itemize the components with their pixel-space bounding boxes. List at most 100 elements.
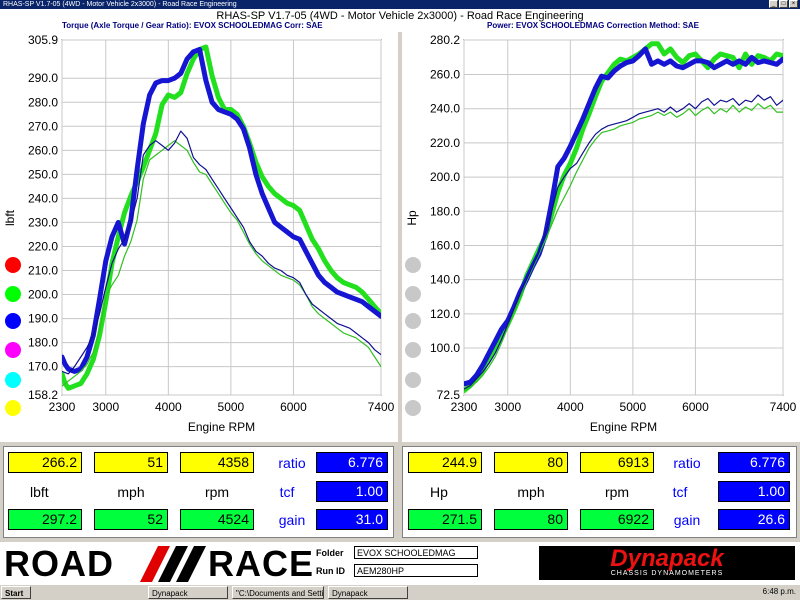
start-button[interactable]: Start (1, 586, 31, 599)
y-tick-label: 260.0 (430, 68, 460, 82)
y-tick-label: 280.2 (430, 33, 460, 47)
window-title-bar: RHAS-SP V1.7-05 (4WD - Motor Vehicle 2x3… (0, 0, 800, 9)
taskbar: Start Dynapack "C:\Documents and Setti..… (0, 584, 800, 600)
y-tick-label: 230.0 (28, 215, 58, 229)
torque-peak-mph: 52 (94, 509, 168, 530)
swatch-green[interactable] (5, 286, 21, 302)
runid-label: Run ID (316, 566, 345, 576)
race-logo-text: RACE (208, 543, 315, 584)
torque-chart: 305.9 290.0 280.0 270.0 260.0 250.0 240.0 230.0… (3, 33, 395, 434)
power-info: Power: EVOX SCHOOLEDMAG Correction Metho… (487, 21, 700, 30)
swatch-empty-6[interactable] (405, 400, 421, 416)
folder-field[interactable]: EVOX SCHOOLEDMAG (354, 546, 478, 559)
maximize-icon[interactable]: □ (779, 0, 788, 8)
y-tick-label: 180.0 (430, 204, 460, 218)
x-tick-label: 6000 (682, 400, 709, 414)
swatch-magenta[interactable] (5, 342, 21, 358)
x-tick-label: 5000 (620, 400, 647, 414)
swatch-empty-4[interactable] (405, 342, 421, 358)
power-chart: 280.2 260.0 240.0 220.0 200.0 180.0 160.0 140.0… (405, 33, 797, 434)
x-tick-label: 3000 (494, 400, 521, 414)
runid-field[interactable]: AEM280HP (354, 564, 478, 577)
ratio-value-right: 6.776 (718, 452, 790, 473)
torque-mph: 51 (94, 452, 168, 473)
gain-label-left: gain (278, 512, 306, 528)
y-tick-label: 240.0 (430, 102, 460, 116)
x-tick-label: 4000 (155, 400, 182, 414)
y-tick-label: 200.0 (430, 170, 460, 184)
y-tick-label: 210.0 (28, 263, 58, 277)
y-tick-label: 158.2 (28, 388, 58, 402)
y-tick-label: 170.0 (28, 360, 58, 374)
y-tick-label: 270.0 (28, 119, 58, 133)
torque-value: 266.2 (8, 452, 82, 473)
gain-value-right: 26.6 (718, 509, 790, 530)
readout-area: 266.2 51 4358 ratio 6.776 lbft mph rpm t… (0, 442, 800, 542)
unit-lbft: lbft (30, 484, 49, 500)
series-line-blue (62, 46, 381, 374)
y-tick-label: 200.0 (28, 288, 58, 302)
torque-panel: 305.9 290.0 280.0 270.0 260.0 250.0 240.0 230.0… (0, 32, 398, 442)
taskbar-item-dynapack[interactable]: Dynapack (148, 586, 228, 599)
y-tick-label: 220.0 (28, 239, 58, 253)
power-peak-mph: 80 (494, 509, 568, 530)
unit-rpm-left: rpm (204, 484, 230, 500)
unit-hp: Hp (430, 484, 448, 500)
swatch-empty-2[interactable] (405, 286, 421, 302)
close-icon[interactable]: × (789, 0, 798, 8)
y-tick-label: 180.0 (28, 336, 58, 350)
y-tick-label: 250.0 (28, 167, 58, 181)
unit-mph-left: mph (117, 484, 145, 500)
power-panel: 280.2 260.0 240.0 220.0 200.0 180.0 160.0 140.0… (402, 32, 800, 442)
unit-mph-right: mph (517, 484, 545, 500)
x-tick-label: 2300 (49, 400, 76, 414)
ratio-value-left: 6.776 (316, 452, 388, 473)
y-tick-label: 280.0 (28, 95, 58, 109)
swatch-empty-1[interactable] (405, 257, 421, 273)
y-tick-label: 72.5 (437, 388, 461, 402)
swatch-empty-3[interactable] (405, 313, 421, 329)
tcf-label-left: tcf (279, 484, 295, 500)
dynapack-subtitle: CHASSIS DYNAMOMETERS (610, 570, 724, 577)
y-axis-label: Hp (405, 210, 419, 226)
x-tick-label: 7400 (368, 400, 395, 414)
swatch-cyan[interactable] (5, 372, 21, 388)
series-line-thin_green (62, 140, 381, 387)
ratio-label-right: ratio (673, 455, 701, 471)
folder-label: Folder (316, 548, 344, 558)
tcf-label-right: tcf (672, 484, 688, 500)
dynapack-logo-text: Dynapack (610, 545, 724, 572)
plot-frame (463, 39, 784, 396)
gain-label-right: gain (673, 512, 701, 528)
x-tick-label: 6000 (280, 400, 307, 414)
torque-rpm: 4358 (180, 452, 254, 473)
x-tick-label: 3000 (92, 400, 119, 414)
swatch-yellow[interactable] (5, 400, 21, 416)
y-tick-label: 100.0 (430, 341, 460, 355)
torque-peak-rpm: 4524 (180, 509, 254, 530)
minimize-icon[interactable]: _ (769, 0, 778, 8)
taskbar-item-explorer[interactable]: "C:\Documents and Setti... (232, 586, 324, 599)
window-title: RHAS-SP V1.7-05 (4WD - Motor Vehicle 2x3… (3, 1, 237, 8)
y-tick-label: 290.0 (28, 71, 58, 85)
power-mph: 80 (494, 452, 568, 473)
swatch-empty-5[interactable] (405, 372, 421, 388)
y-tick-label: 120.0 (430, 307, 460, 321)
swatch-red[interactable] (5, 257, 21, 273)
swatch-blue[interactable] (5, 313, 21, 329)
plot-frame (61, 39, 382, 396)
y-tick-label: 160.0 (430, 238, 460, 252)
y-tick-label: 190.0 (28, 312, 58, 326)
gain-value-left: 31.0 (316, 509, 388, 530)
torque-info: Torque (Axle Torque / Gear Ratio): EVOX … (62, 21, 323, 30)
x-tick-label: 5000 (218, 400, 245, 414)
power-peak-rpm: 6922 (580, 509, 654, 530)
x-tick-label: 4000 (557, 400, 584, 414)
taskbar-item-dynapack-2[interactable]: Dynapack (328, 586, 408, 599)
x-axis-label: Engine RPM (590, 420, 657, 434)
power-rpm: 6913 (580, 452, 654, 473)
ratio-label-left: ratio (278, 455, 306, 471)
dynapack-logo: Dynapack CHASSIS DYNAMOMETERS (539, 546, 795, 580)
road-logo-text: ROAD (4, 543, 114, 584)
series-line-thin_blue (62, 130, 381, 375)
